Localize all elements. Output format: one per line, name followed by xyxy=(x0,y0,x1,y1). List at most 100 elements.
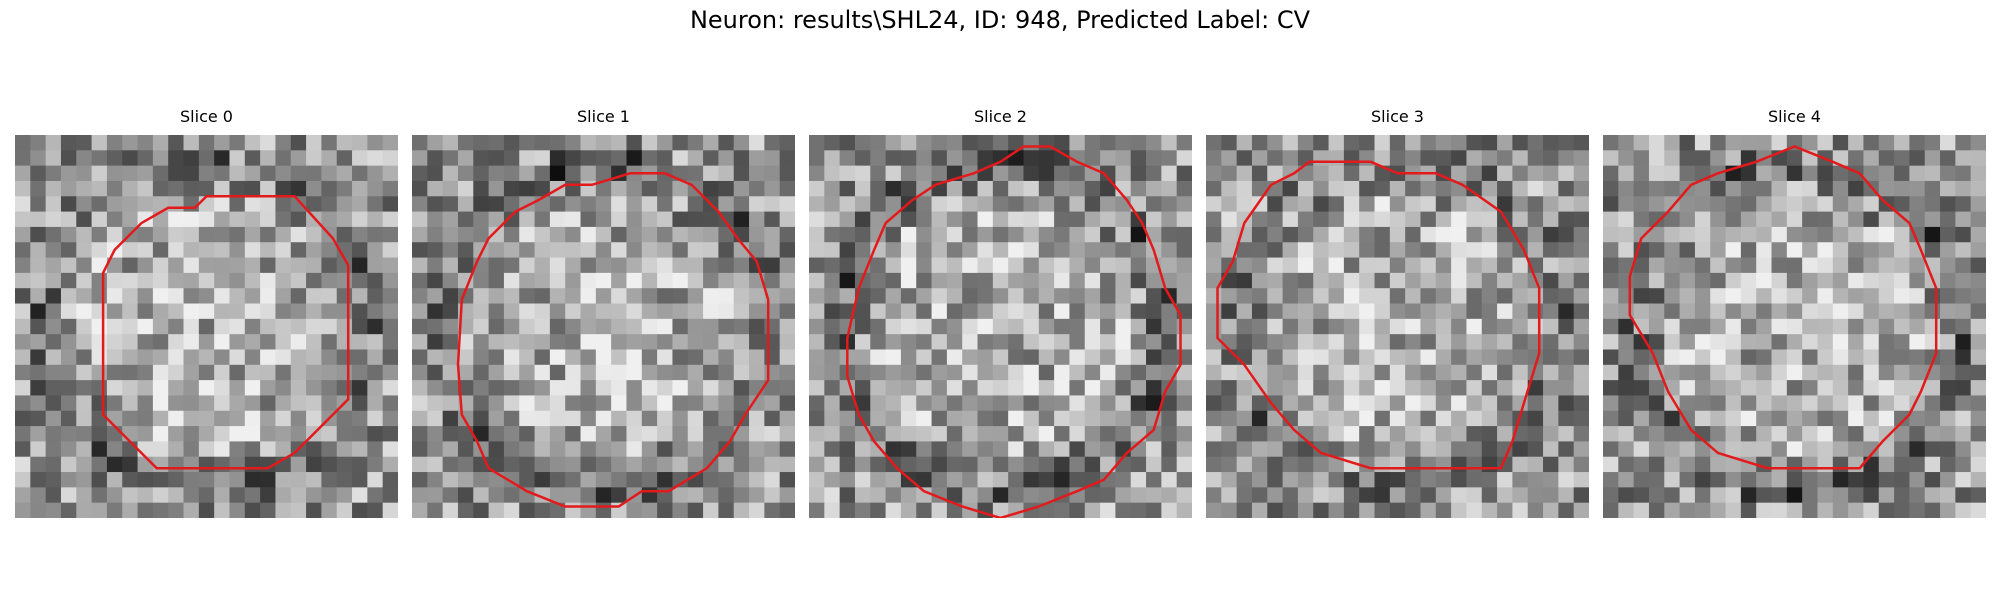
pixel xyxy=(1176,487,1192,504)
pixel xyxy=(198,456,215,473)
pixel xyxy=(1725,303,1742,320)
pixel xyxy=(473,395,490,412)
pixel xyxy=(290,288,307,305)
pixel xyxy=(106,272,123,289)
pixel xyxy=(870,502,887,518)
pixel xyxy=(977,334,994,351)
pixel xyxy=(1909,272,1926,289)
pixel xyxy=(336,303,353,320)
pixel xyxy=(687,226,704,243)
pixel xyxy=(1297,456,1314,473)
pixel xyxy=(1054,502,1071,518)
pixel xyxy=(1282,502,1299,518)
pixel xyxy=(1863,242,1880,259)
pixel xyxy=(657,502,674,518)
pixel xyxy=(1481,395,1498,412)
pixel xyxy=(382,334,398,351)
pixel xyxy=(1359,288,1376,305)
pixel xyxy=(244,426,261,442)
pixel xyxy=(137,180,154,197)
pixel xyxy=(1633,364,1650,381)
pixel xyxy=(45,380,62,397)
pixel xyxy=(611,334,628,351)
pixel xyxy=(76,395,93,412)
pixel xyxy=(412,334,428,351)
pixel xyxy=(214,150,231,167)
pixel xyxy=(412,441,428,458)
pixel xyxy=(1115,364,1132,381)
pixel xyxy=(1054,211,1071,228)
pixel xyxy=(1664,150,1681,167)
pixel xyxy=(824,288,841,305)
pixel xyxy=(1084,441,1101,458)
pixel xyxy=(1008,380,1025,397)
pixel xyxy=(931,395,948,412)
pixel xyxy=(1100,272,1116,289)
pixel xyxy=(549,303,566,320)
pixel xyxy=(672,472,689,488)
pixel xyxy=(839,426,856,442)
pixel xyxy=(1282,364,1299,381)
pixel xyxy=(168,487,185,504)
pixel xyxy=(1848,211,1865,228)
pixel xyxy=(1573,165,1589,182)
pixel xyxy=(1970,211,1986,228)
pixel xyxy=(595,380,612,397)
pixel xyxy=(382,211,398,228)
pixel xyxy=(275,150,292,167)
pixel xyxy=(229,196,246,213)
pixel xyxy=(718,180,735,197)
pixel xyxy=(885,211,902,228)
pixel xyxy=(427,150,444,167)
pixel xyxy=(1221,395,1238,412)
pixel xyxy=(641,211,658,228)
pixel xyxy=(1771,364,1788,381)
pixel xyxy=(870,257,887,274)
pixel xyxy=(992,226,1009,243)
pixel xyxy=(1176,196,1192,213)
pixel xyxy=(1543,318,1559,335)
pixel xyxy=(1313,395,1330,412)
pixel xyxy=(595,410,612,427)
pixel xyxy=(1543,226,1559,243)
pixel xyxy=(1771,180,1788,197)
pixel xyxy=(1603,135,1619,151)
pixel xyxy=(1894,472,1910,488)
pixel xyxy=(1603,288,1619,305)
pixel xyxy=(183,303,200,320)
pixel xyxy=(1251,165,1268,182)
pixel xyxy=(703,150,719,167)
pixel xyxy=(565,441,582,458)
pixel xyxy=(352,334,368,351)
pixel xyxy=(91,135,108,151)
pixel xyxy=(870,196,887,213)
pixel xyxy=(152,303,169,320)
pixel xyxy=(824,395,841,412)
pixel xyxy=(1664,502,1681,518)
pixel xyxy=(306,364,322,381)
pixel xyxy=(519,364,536,381)
pixel xyxy=(1497,364,1513,381)
pixel xyxy=(15,257,31,274)
pixel xyxy=(1146,165,1162,182)
pixel xyxy=(137,334,154,351)
pixel xyxy=(106,226,123,243)
pixel xyxy=(1343,288,1360,305)
pixel xyxy=(672,364,689,381)
pixel xyxy=(1251,318,1268,335)
pixel xyxy=(1955,135,1972,151)
pixel xyxy=(946,380,963,397)
pixel xyxy=(412,288,428,305)
pixel xyxy=(91,303,108,320)
pixel xyxy=(1970,318,1986,335)
pixel xyxy=(779,135,795,151)
pixel xyxy=(45,303,62,320)
pixel xyxy=(1236,272,1253,289)
pixel xyxy=(687,150,704,167)
pixel xyxy=(30,135,47,151)
pixel xyxy=(1084,226,1101,243)
pixel xyxy=(1573,303,1589,320)
pixel xyxy=(718,226,735,243)
pixel xyxy=(1603,502,1619,518)
pixel xyxy=(1817,272,1834,289)
